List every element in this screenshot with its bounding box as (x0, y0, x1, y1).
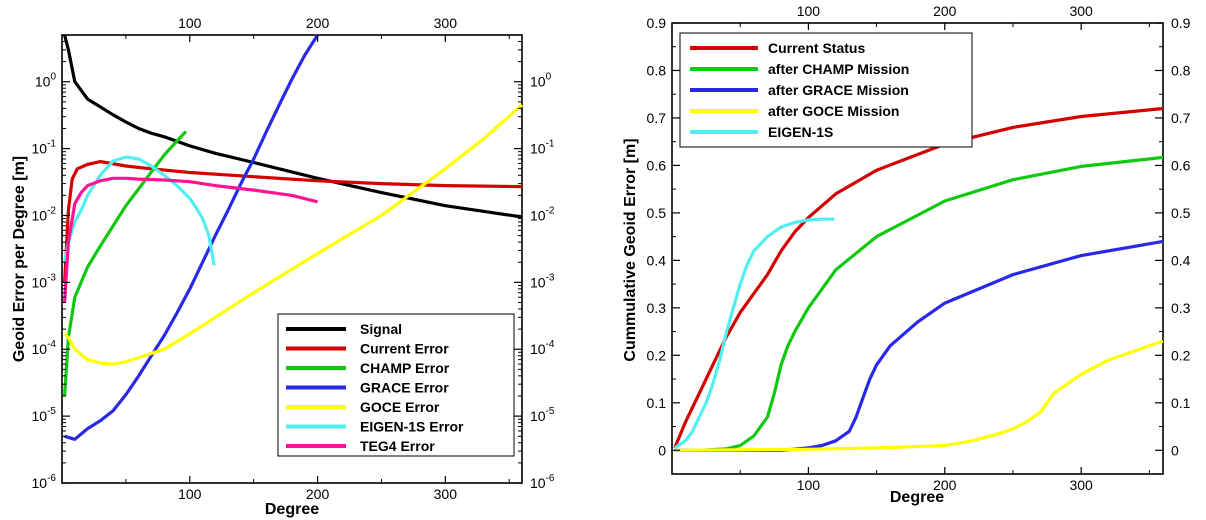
x-axis-label: Degree (890, 489, 944, 506)
y-tick-label-left: 0.2 (647, 347, 667, 363)
legend-item-teg4-error: TEG4 Error (286, 438, 435, 454)
y-tick-label-left: 10-2 (32, 205, 57, 223)
legend-item-after-goce-mission: after GOCE Mission (690, 103, 899, 119)
legend-label: Current Status (768, 40, 865, 56)
legend-label: TEG4 Error (360, 438, 435, 454)
y-tick-label-left: 100 (35, 72, 57, 90)
legend-item-current-status: Current Status (690, 40, 865, 56)
y-tick-label-left: 0.6 (647, 157, 667, 173)
legend-label: GOCE Error (360, 399, 440, 415)
y-tick-label-right: 10-4 (530, 339, 555, 357)
legend-label: Signal (360, 321, 402, 337)
series-group (63, 34, 524, 441)
legend-box (277, 313, 515, 457)
x-tick-label-bottom: 100 (178, 486, 202, 502)
x-axis-label: Degree (265, 501, 319, 518)
axis-ticks: 100 100 200 200 300 300 10-6 10-6 10-5 10-5 10-4 10… (32, 15, 555, 502)
series-line-grace-error (64, 34, 319, 441)
x-tick-label-top: 100 (797, 3, 821, 19)
y-tick-label-right: 0.9 (1171, 15, 1191, 31)
y-tick-label-left: 0.7 (647, 110, 667, 126)
legend-item-after-champ-mission: after CHAMP Mission (690, 61, 909, 77)
series-line-after-goce-mission (674, 339, 1164, 452)
series-line-eigen-1s-error (63, 155, 216, 266)
legend-item-grace-error: GRACE Error (286, 380, 449, 396)
x-tick-label-top: 300 (1069, 3, 1093, 19)
y-tick-label-right: 10-1 (530, 139, 555, 157)
y-tick-label-right: 10-5 (530, 406, 555, 424)
legend-label: GRACE Error (360, 380, 449, 396)
legend-label: after CHAMP Mission (768, 61, 909, 77)
y-tick-label-left: 0.5 (647, 205, 667, 221)
x-tick-label-bottom: 200 (933, 477, 957, 493)
y-axis-label: Geoid Error per Degree [m] (11, 156, 28, 362)
y-tick-label-right: 100 (530, 72, 552, 90)
legend-label: CHAMP Error (360, 360, 450, 376)
legend-label: after GOCE Mission (768, 103, 899, 119)
legend-item-signal: Signal (286, 321, 402, 337)
x-tick-label-bottom: 200 (306, 486, 330, 502)
y-tick-label-left: 0 (658, 442, 666, 458)
x-tick-label-bottom: 100 (797, 477, 821, 493)
y-tick-label-right: 0.5 (1171, 205, 1191, 221)
series-line-champ-error (63, 130, 188, 397)
series-line-after-champ-mission (674, 155, 1164, 452)
series-line-current-error (63, 160, 523, 283)
legend-item-eigen-1s-error: EIGEN-1S Error (286, 419, 464, 435)
series-line-after-grace-mission (674, 239, 1164, 452)
y-tick-label-right: 0.6 (1171, 157, 1191, 173)
legend: Signal Current Error CHAMP Error GRACE Erro… (277, 313, 515, 457)
plot-area-frame (61, 34, 523, 484)
y-tick-label-right: 0.2 (1171, 347, 1191, 363)
y-tick-label-left: 0.3 (647, 300, 667, 316)
axis-ticks: 100 100 200 200 300 300 0 0 0.1 0.1 0.2 0.2 0.3 0.3 0.… (647, 3, 1191, 493)
x-tick-label-top: 100 (178, 15, 202, 31)
x-tick-label-bottom: 300 (434, 486, 458, 502)
y-tick-label-left: 0.1 (647, 395, 667, 411)
series-line-teg4-error (63, 176, 318, 303)
y-tick-label-right: 10-6 (530, 473, 555, 491)
x-tick-label-top: 200 (306, 15, 330, 31)
x-tick-label-top: 200 (933, 3, 957, 19)
legend-label: EIGEN-1S Error (360, 419, 464, 435)
y-tick-label-left: 0.4 (647, 252, 667, 268)
y-tick-label-left: 0.8 (647, 62, 667, 78)
y-tick-label-right: 10-3 (530, 272, 555, 290)
series-line-signal (63, 34, 523, 219)
legend-item-goce-error: GOCE Error (286, 399, 440, 415)
legend-item-champ-error: CHAMP Error (286, 360, 450, 376)
series-line-eigen-1s (673, 217, 835, 450)
y-tick-label-right: 0.4 (1171, 252, 1191, 268)
cumulative-geoid-error-chart: 100 100 200 200 300 300 0 0 0.1 0.1 0.2 0.2 0.3 0.3 0.… (622, 3, 1191, 506)
plot-area-frame (671, 22, 1164, 475)
y-tick-label-right: 0.8 (1171, 62, 1191, 78)
legend: Current Status after CHAMP Mission after G… (679, 32, 973, 148)
y-axis-label: Cummulative Geoid Error [m] (622, 138, 639, 361)
series-group (673, 106, 1164, 452)
y-tick-label-right: 0.7 (1171, 110, 1191, 126)
legend-item-current-error: Current Error (286, 341, 449, 357)
series-line-current-status (673, 106, 1164, 449)
legend-item-eigen-1s: EIGEN-1S (690, 124, 833, 140)
y-tick-label-right: 10-2 (530, 205, 555, 223)
y-tick-label-left: 10-3 (32, 272, 57, 290)
series-line-goce-error (63, 103, 524, 366)
y-tick-label-right: 0.1 (1171, 395, 1191, 411)
y-tick-label-left: 0.9 (647, 15, 667, 31)
x-tick-label-bottom: 300 (1069, 477, 1093, 493)
legend-label: Current Error (360, 341, 449, 357)
y-tick-label-right: 0.3 (1171, 300, 1191, 316)
legend-label: EIGEN-1S (768, 124, 833, 140)
y-tick-label-right: 0 (1171, 442, 1179, 458)
y-tick-label-left: 10-5 (32, 406, 57, 424)
y-tick-label-left: 10-1 (32, 139, 57, 157)
legend-item-after-grace-mission: after GRACE Mission (690, 82, 909, 98)
x-tick-label-top: 300 (434, 15, 458, 31)
geoid-error-per-degree-chart: 100 100 200 200 300 300 10-6 10-6 10-5 10-5 10-4 10… (11, 15, 555, 518)
legend-label: after GRACE Mission (768, 82, 909, 98)
y-tick-label-left: 10-6 (32, 473, 57, 491)
y-tick-label-left: 10-4 (32, 339, 57, 357)
